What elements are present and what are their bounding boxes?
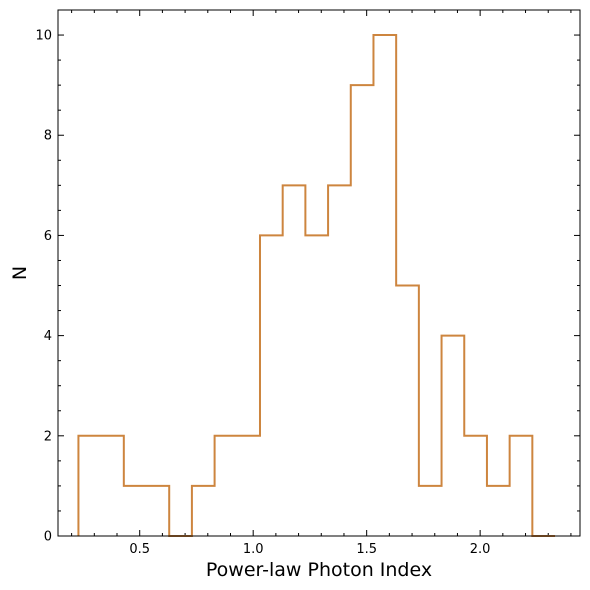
histogram-step-line	[77, 34, 556, 537]
y-tick-label: 6	[44, 229, 52, 244]
x-tick-label: 1.5	[356, 542, 377, 557]
x-tick-label: 0.5	[129, 542, 150, 557]
y-tick-label: 0	[44, 530, 52, 545]
y-tick-label: 8	[44, 129, 52, 144]
y-tick-labels: 0 2 4 6 8 10	[35, 29, 52, 545]
y-axis-title: N	[9, 266, 31, 280]
major-ticks	[58, 10, 580, 537]
y-tick-label: 2	[44, 429, 52, 444]
x-axis-title: Power-law Photon Index	[206, 559, 432, 581]
x-tick-label: 1.0	[243, 542, 264, 557]
x-tick-label: 2.0	[470, 542, 491, 557]
y-tick-label: 4	[44, 329, 52, 344]
x-tick-labels: 0.5 1.0 1.5 2.0	[129, 542, 490, 557]
plot-frame	[57, 9, 581, 537]
y-tick-label: 10	[35, 29, 52, 44]
plot-area	[58, 10, 580, 536]
